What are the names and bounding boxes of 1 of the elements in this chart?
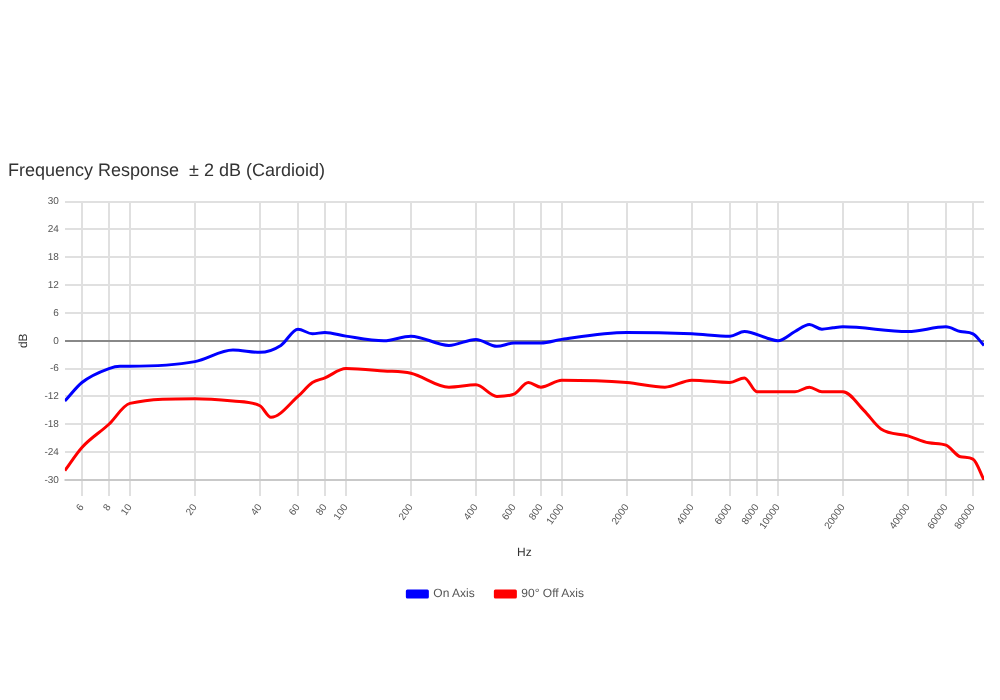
chart-title: Frequency Response ± 2 dB (Cardioid) (8, 159, 326, 180)
